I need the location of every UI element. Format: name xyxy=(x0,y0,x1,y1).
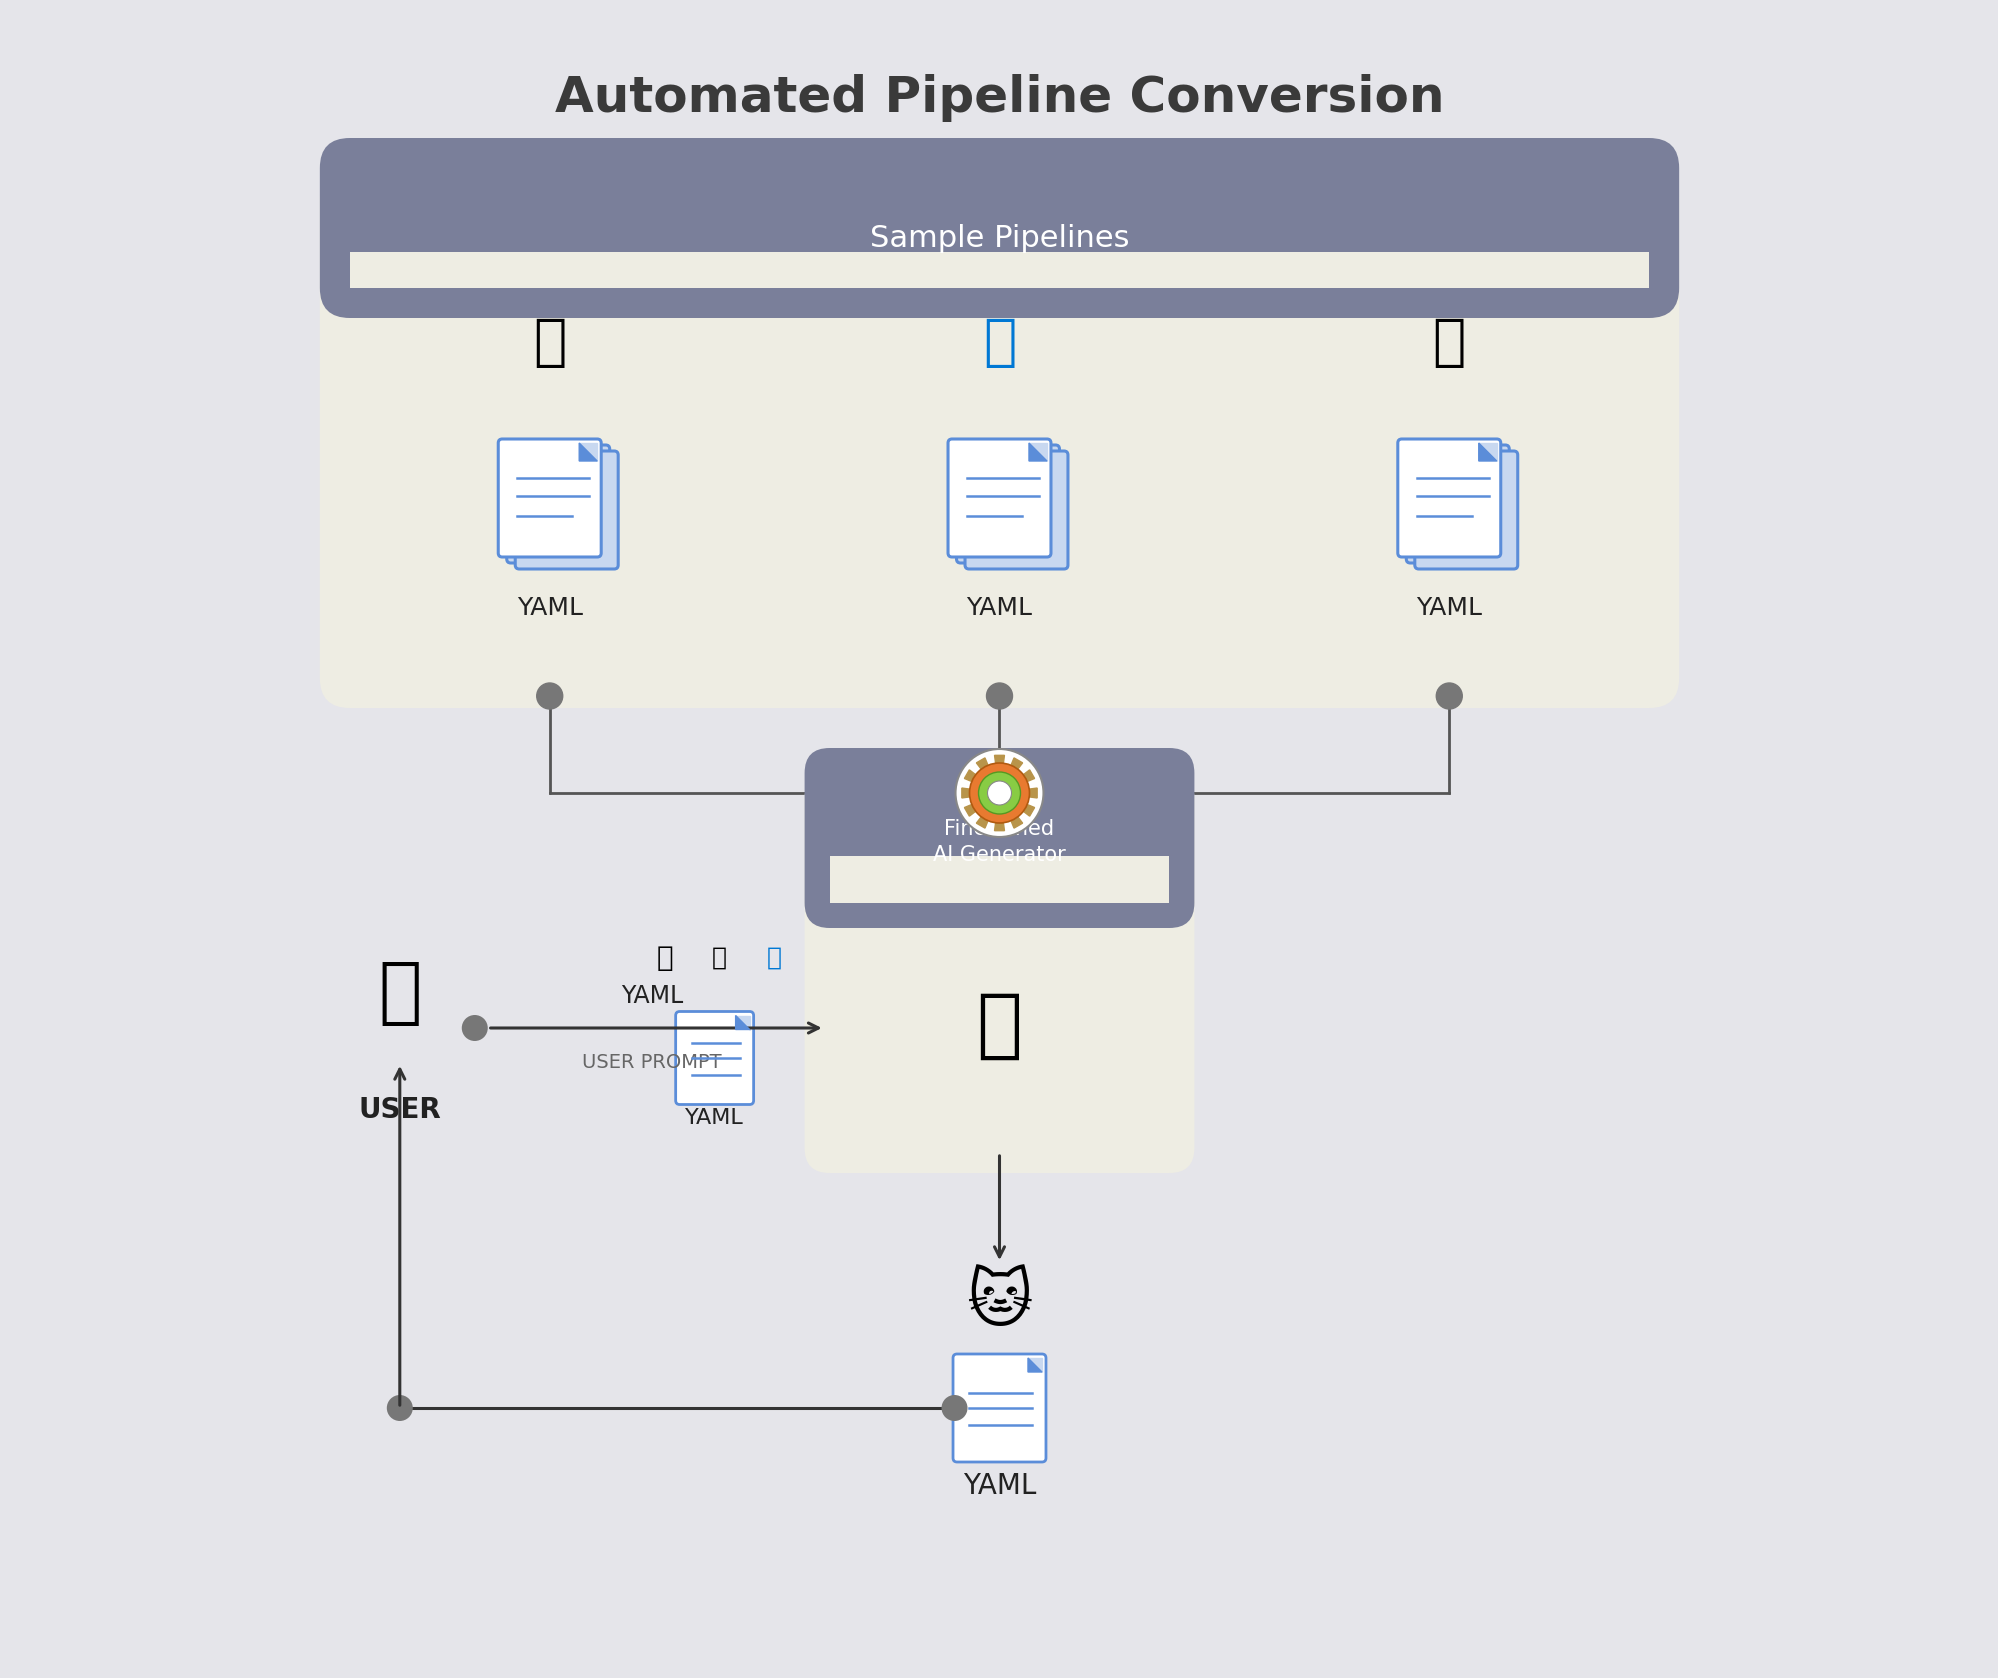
Polygon shape xyxy=(1029,443,1047,461)
Polygon shape xyxy=(963,770,975,782)
Text: 🦊: 🦊 xyxy=(655,945,673,972)
FancyBboxPatch shape xyxy=(320,138,1678,319)
Polygon shape xyxy=(1029,789,1037,799)
Text: YAML: YAML xyxy=(1415,596,1483,619)
Polygon shape xyxy=(1479,443,1497,461)
Polygon shape xyxy=(963,804,975,816)
Circle shape xyxy=(941,1394,967,1421)
Circle shape xyxy=(388,1394,414,1421)
Text: YAML: YAML xyxy=(685,1107,743,1128)
FancyBboxPatch shape xyxy=(953,1354,1045,1462)
Polygon shape xyxy=(975,817,987,829)
Circle shape xyxy=(955,748,1043,837)
Text: YAML: YAML xyxy=(963,1472,1035,1500)
FancyBboxPatch shape xyxy=(1397,440,1500,557)
FancyBboxPatch shape xyxy=(1415,451,1516,569)
Polygon shape xyxy=(579,443,597,461)
Text: 🧔: 🧔 xyxy=(533,315,565,371)
Text: Fine-Tuned
AI Generator: Fine-Tuned AI Generator xyxy=(933,819,1065,866)
Text: Sample Pipelines: Sample Pipelines xyxy=(869,223,1129,253)
Polygon shape xyxy=(1023,770,1035,782)
Circle shape xyxy=(979,772,1021,814)
Circle shape xyxy=(969,763,1029,822)
Text: 🔵: 🔵 xyxy=(983,315,1015,371)
Text: YAML: YAML xyxy=(621,983,683,1008)
Text: YAML: YAML xyxy=(515,596,583,619)
FancyBboxPatch shape xyxy=(965,451,1067,569)
Text: 🧑: 🧑 xyxy=(378,958,422,1027)
Text: Automated Pipeline Conversion: Automated Pipeline Conversion xyxy=(555,74,1443,122)
FancyBboxPatch shape xyxy=(507,445,609,564)
Text: USER PROMPT: USER PROMPT xyxy=(581,1054,721,1072)
Polygon shape xyxy=(1011,817,1023,829)
Polygon shape xyxy=(1027,1358,1041,1373)
Circle shape xyxy=(987,683,1013,710)
Bar xyxy=(350,252,1648,289)
FancyBboxPatch shape xyxy=(320,168,1678,708)
Polygon shape xyxy=(1027,1358,1041,1373)
Text: 🔵: 🔵 xyxy=(767,946,781,970)
Circle shape xyxy=(987,780,1011,805)
Circle shape xyxy=(535,683,563,710)
Text: YAML: YAML xyxy=(965,596,1033,619)
Text: 🧔: 🧔 xyxy=(711,946,727,970)
Polygon shape xyxy=(1479,443,1497,461)
Text: 🤖: 🤖 xyxy=(977,988,1021,1062)
FancyBboxPatch shape xyxy=(803,774,1195,1173)
FancyBboxPatch shape xyxy=(957,445,1059,564)
Circle shape xyxy=(1435,683,1463,710)
Text: 🐱: 🐱 xyxy=(965,1272,1033,1334)
Circle shape xyxy=(462,1015,488,1040)
Polygon shape xyxy=(735,1015,749,1030)
Polygon shape xyxy=(1029,443,1047,461)
Polygon shape xyxy=(975,758,987,769)
FancyBboxPatch shape xyxy=(675,1012,753,1104)
Polygon shape xyxy=(1023,804,1035,816)
FancyBboxPatch shape xyxy=(1407,445,1508,564)
Bar xyxy=(829,856,1169,903)
Text: USER: USER xyxy=(358,1096,442,1124)
FancyBboxPatch shape xyxy=(803,748,1195,928)
Polygon shape xyxy=(579,443,597,461)
FancyBboxPatch shape xyxy=(515,451,617,569)
FancyBboxPatch shape xyxy=(947,440,1051,557)
Polygon shape xyxy=(1011,758,1023,769)
Text: 🦊: 🦊 xyxy=(1433,315,1465,371)
Polygon shape xyxy=(995,822,1003,831)
Polygon shape xyxy=(961,789,969,799)
FancyBboxPatch shape xyxy=(498,440,601,557)
Polygon shape xyxy=(995,755,1003,763)
Polygon shape xyxy=(735,1015,749,1030)
